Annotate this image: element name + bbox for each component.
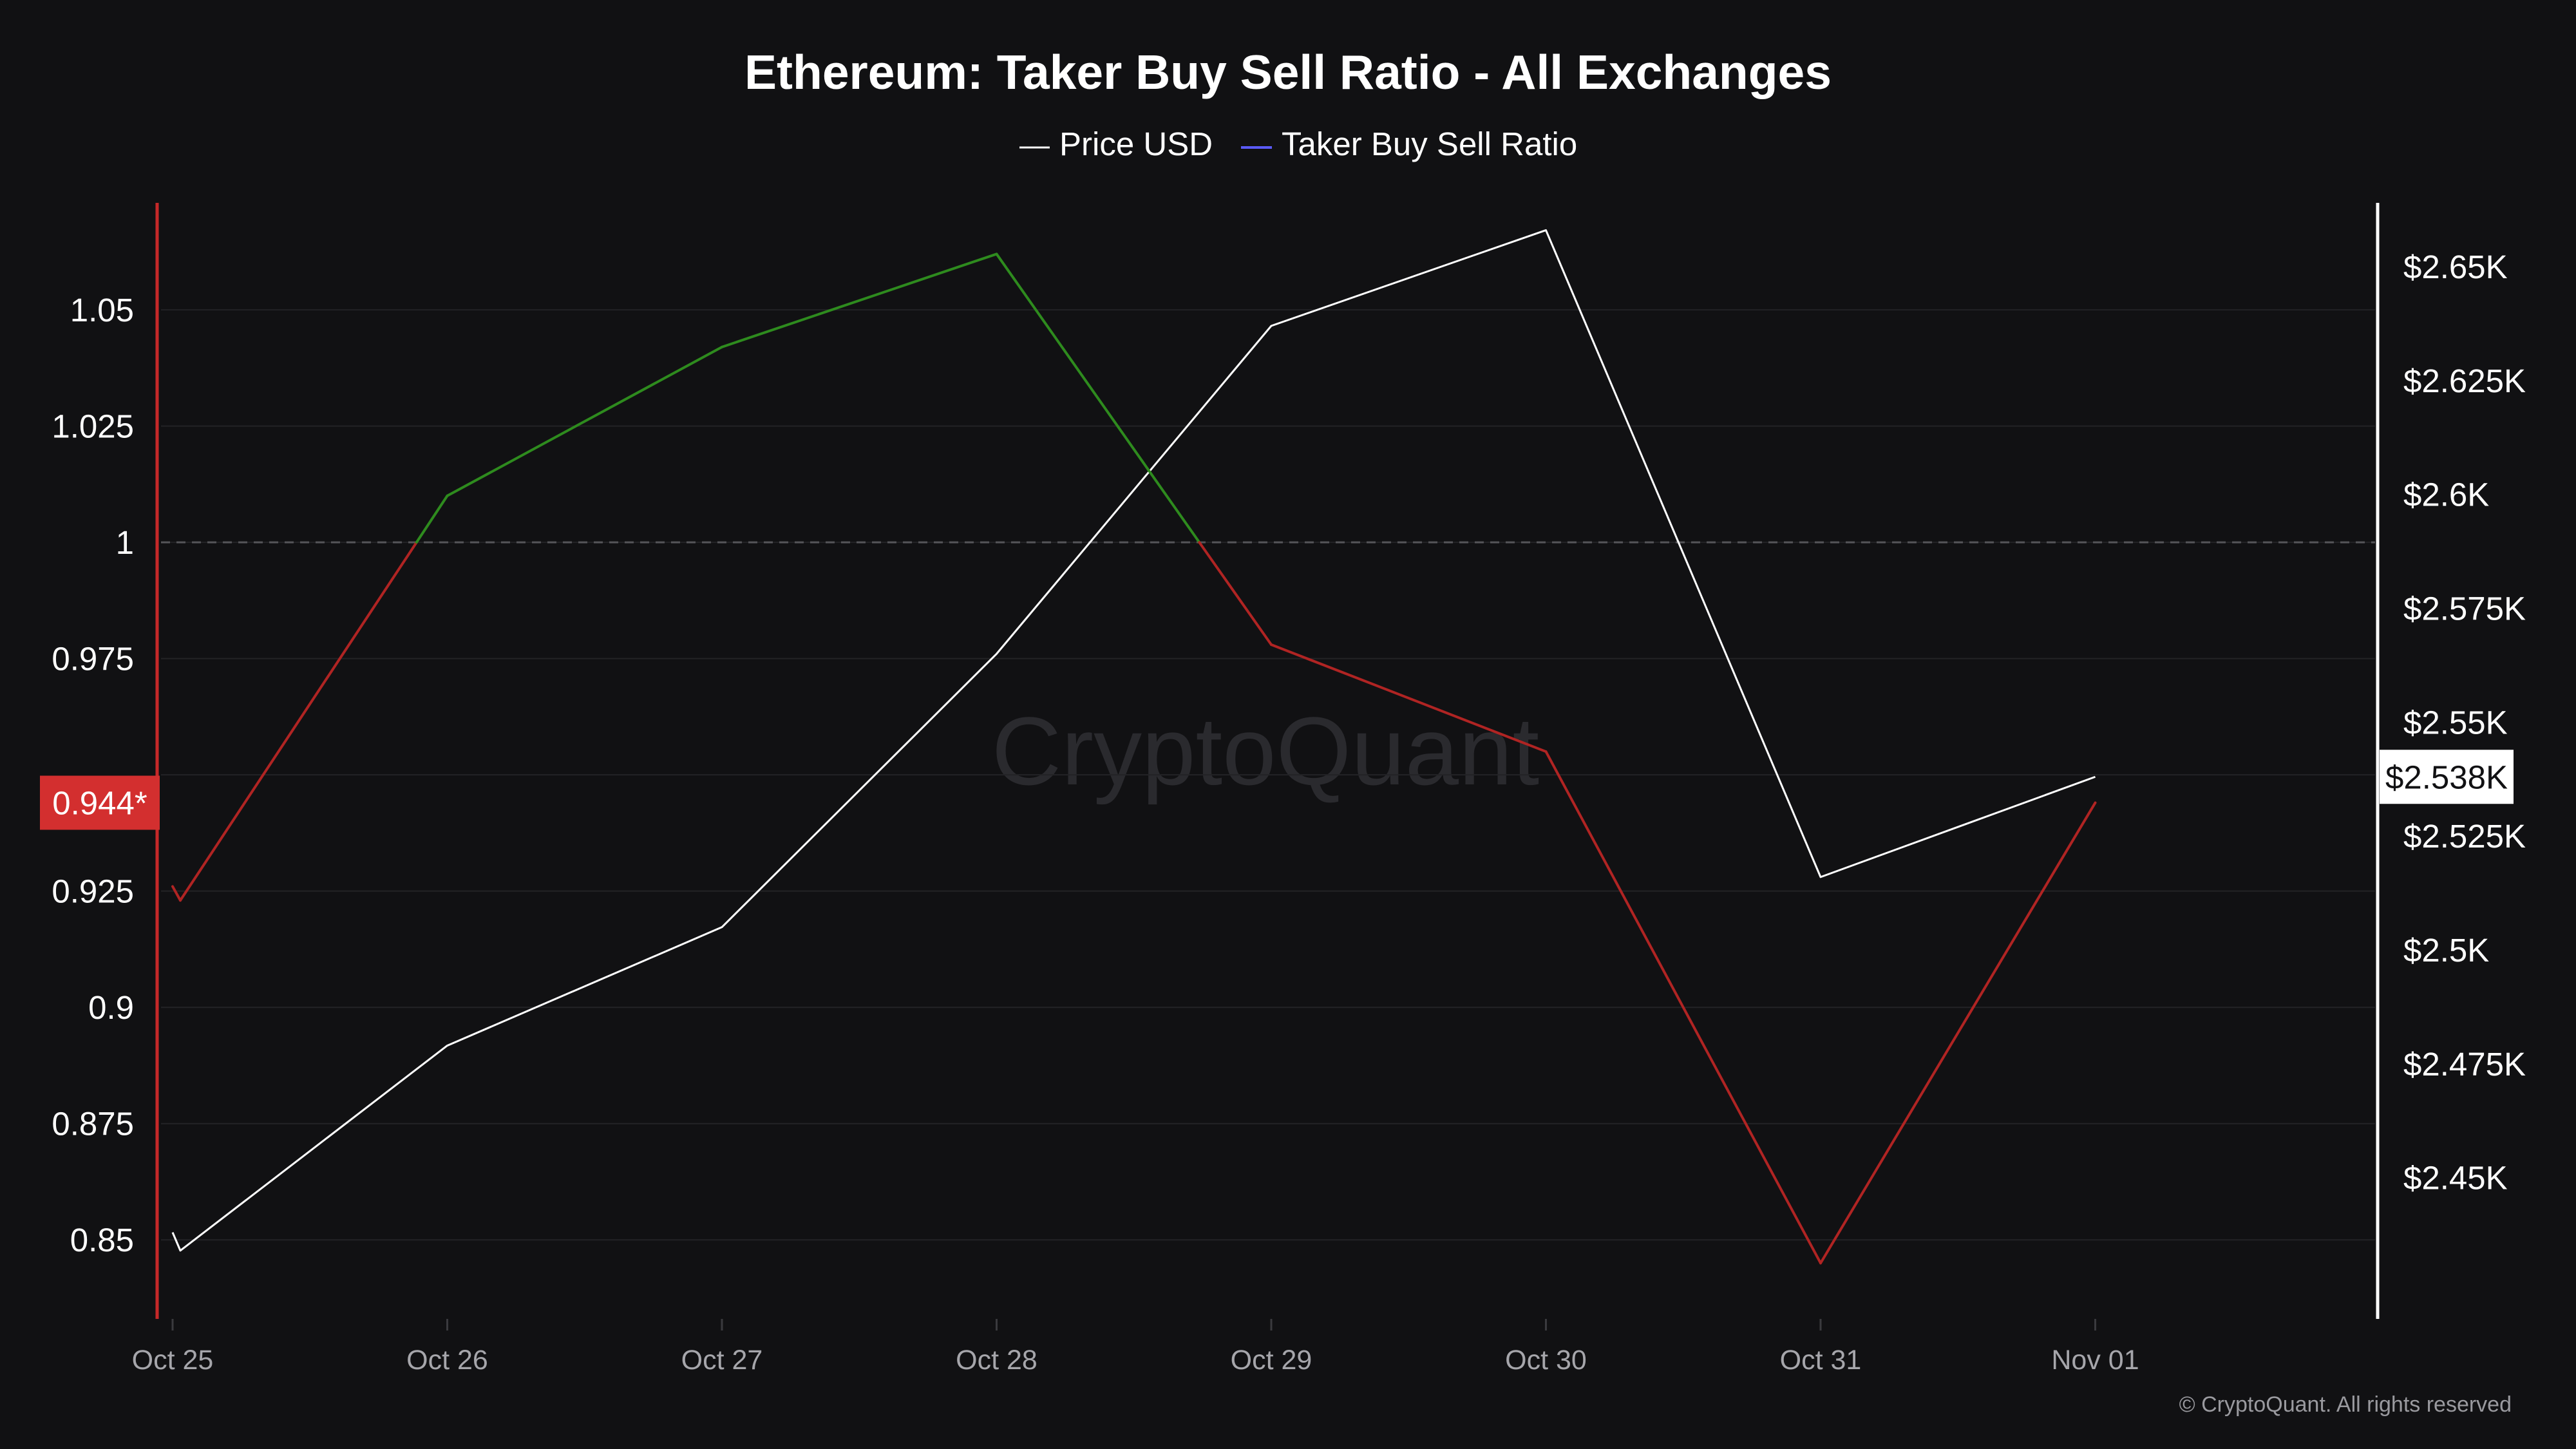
- current-price-badge: [2380, 750, 2514, 804]
- y-right-tick-label: $2.6K: [2403, 477, 2489, 513]
- y-left-tick-label: 0.925: [52, 873, 134, 910]
- taker-ratio-segment: [1544, 750, 1822, 1265]
- legend-label-price[interactable]: Price USD: [1059, 126, 1213, 162]
- taker-ratio-segment: [995, 252, 1201, 544]
- chart-title: Ethereum: Taker Buy Sell Ratio - All Exc…: [744, 45, 1832, 99]
- x-tick-label: Oct 28: [956, 1345, 1037, 1376]
- taker-ratio-segment: [721, 252, 998, 348]
- axes: [155, 203, 2380, 1331]
- x-tick-label: Oct 26: [406, 1345, 488, 1376]
- legend-label-ratio[interactable]: Taker Buy Sell Ratio: [1282, 126, 1577, 162]
- taker-ratio-segment: [171, 885, 182, 902]
- y-right-tick-label: $2.65K: [2403, 249, 2508, 285]
- copyright: © CryptoQuant. All rights reserved: [2179, 1392, 2512, 1417]
- x-tick-label: Nov 01: [2051, 1345, 2139, 1376]
- y-left-tick-label: 0.975: [52, 641, 134, 677]
- current-price-badge-label: $2.538K: [2385, 759, 2508, 795]
- taker-ratio-segment: [1270, 643, 1548, 753]
- current-ratio-badge: [40, 775, 160, 830]
- taker-ratio-segment: [179, 541, 418, 902]
- taker-ratio-segment: [446, 345, 723, 497]
- y-left-tick-label: 0.875: [52, 1106, 134, 1142]
- x-tick-label: Oct 25: [132, 1345, 214, 1376]
- y-right-tick-label: $2.45K: [2403, 1160, 2508, 1197]
- y-left-tick-label: 1: [116, 524, 134, 561]
- y-right-tick-label: $2.55K: [2403, 704, 2508, 741]
- series: [171, 229, 2097, 1265]
- x-tick-label: Oct 29: [1231, 1345, 1312, 1376]
- x-tick-label: Oct 27: [681, 1345, 763, 1376]
- y-right-tick-label: $2.575K: [2403, 591, 2526, 627]
- legend: Price USD Taker Buy Sell Ratio: [1019, 126, 1577, 162]
- y-right-tick-label: $2.475K: [2403, 1046, 2526, 1083]
- taker-ratio-segment: [1819, 801, 2097, 1265]
- watermark: CryptoQuant: [992, 697, 1539, 805]
- y-left-tick-label: 1.025: [52, 408, 134, 445]
- labels: 0.85 0.875 0.9 0.925 0.975 1 1.025 1.05 $2.45K $2…: [40, 249, 2526, 1376]
- y-left-tick-label: 0.85: [70, 1222, 134, 1258]
- grid: [161, 309, 2375, 1241]
- current-ratio-badge-label: 0.944*: [52, 784, 147, 821]
- y-right-tick-label: $2.625K: [2403, 363, 2526, 399]
- y-right-tick-label: $2.525K: [2403, 818, 2526, 855]
- y-left-tick-label: 1.05: [70, 292, 134, 328]
- y-right-tick-label: $2.5K: [2403, 932, 2489, 969]
- taker-ratio-segment: [1198, 541, 1273, 646]
- taker-ratio-segment: [415, 494, 449, 544]
- x-tick-label: Oct 31: [1780, 1345, 1862, 1376]
- y-left-tick-label: 0.9: [88, 989, 134, 1026]
- x-tick-label: Oct 30: [1505, 1345, 1587, 1376]
